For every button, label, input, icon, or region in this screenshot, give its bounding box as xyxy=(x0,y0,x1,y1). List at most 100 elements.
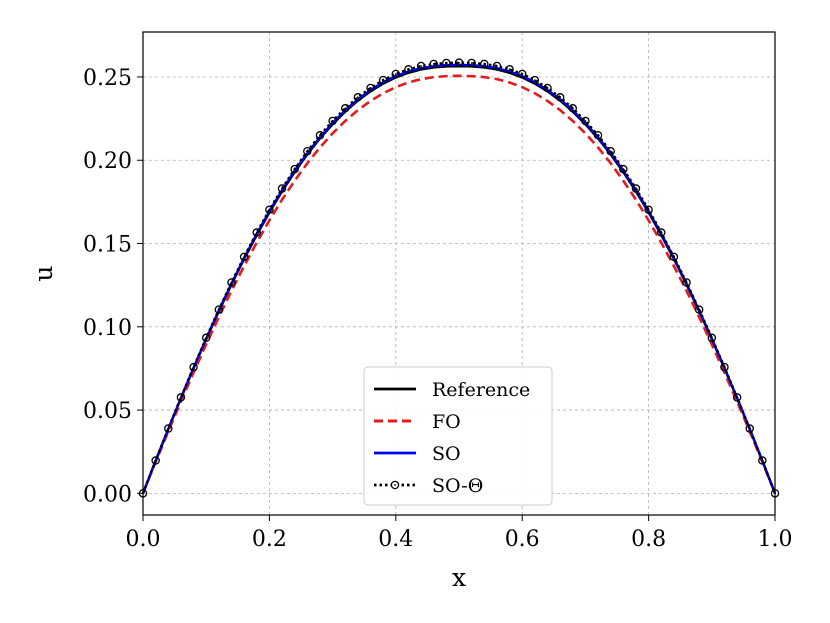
data-point xyxy=(239,252,249,262)
y-axis-label: u xyxy=(29,265,58,281)
legend: Reference FO SO SO-Θ xyxy=(363,366,553,506)
plot-frame xyxy=(142,31,776,516)
data-point-center xyxy=(736,396,738,399)
x-tick-label: 0.2 xyxy=(252,527,287,552)
data-point xyxy=(682,278,691,287)
data-point xyxy=(454,58,464,67)
data-point-center xyxy=(521,73,524,75)
data-point xyxy=(328,116,337,126)
data-point xyxy=(164,424,173,433)
data-point-center xyxy=(344,107,347,110)
x-tick-label: 0.4 xyxy=(378,527,413,552)
data-point xyxy=(732,393,742,402)
data-point xyxy=(176,393,186,402)
data-point xyxy=(391,69,401,79)
data-point xyxy=(366,83,375,93)
data-point-center xyxy=(268,208,271,211)
series-4 xyxy=(138,58,780,498)
data-point xyxy=(619,164,628,174)
data-point-center xyxy=(597,134,599,137)
data-point xyxy=(467,58,476,68)
data-point-center xyxy=(394,73,397,75)
data-point-center xyxy=(496,65,498,67)
plot-series xyxy=(138,58,780,498)
data-point xyxy=(378,75,388,85)
data-point xyxy=(252,228,262,237)
series-line xyxy=(141,61,777,494)
data-point-center xyxy=(622,168,625,170)
data-point-center xyxy=(571,107,574,110)
data-point xyxy=(277,184,287,193)
data-point xyxy=(505,65,514,74)
data-point xyxy=(644,205,653,214)
y-tick-label: 0.00 xyxy=(83,482,132,507)
data-point xyxy=(265,205,274,214)
data-point-center xyxy=(748,427,751,430)
x-tick-label: 0.0 xyxy=(126,527,161,552)
data-point xyxy=(745,424,754,433)
data-point xyxy=(353,93,363,102)
data-point-center xyxy=(710,336,713,339)
data-point-center xyxy=(180,396,182,399)
data-point xyxy=(669,252,679,262)
axis-ticks: 0.0 0.2 0.4 0.6 0.8 1.0 0.00 0.05 0.10 0.15 0.20 0.… xyxy=(83,66,792,552)
data-point-center xyxy=(293,168,296,170)
data-point xyxy=(189,362,198,372)
legend-marker-center xyxy=(394,484,396,486)
legend-box xyxy=(363,366,553,506)
data-point xyxy=(530,75,540,85)
data-point-center xyxy=(154,459,157,462)
data-point-center xyxy=(483,63,486,65)
data-point-center xyxy=(672,255,675,258)
data-point xyxy=(593,131,603,140)
data-point-center xyxy=(546,87,549,89)
data-point-center xyxy=(470,62,473,64)
x-tick-label: 0.6 xyxy=(505,527,540,552)
y-tick-label: 0.05 xyxy=(83,399,132,424)
data-point xyxy=(492,61,502,71)
data-point xyxy=(758,456,767,465)
data-point xyxy=(694,305,704,314)
data-point-center xyxy=(407,68,410,71)
data-point-center xyxy=(723,366,726,369)
data-point-center xyxy=(635,187,637,190)
data-point xyxy=(581,116,590,126)
data-point xyxy=(201,333,211,343)
x-tick-label: 0.8 xyxy=(631,527,666,552)
data-point xyxy=(214,305,224,314)
y-tick-label: 0.20 xyxy=(83,149,132,174)
data-point xyxy=(568,104,578,113)
legend-label: Reference xyxy=(432,379,530,401)
data-point-center xyxy=(230,281,233,284)
data-point-center xyxy=(458,61,460,64)
data-point xyxy=(315,131,325,140)
data-point-center xyxy=(660,231,663,234)
data-point-center xyxy=(192,366,195,369)
data-point-center xyxy=(559,96,562,99)
data-point-center xyxy=(382,79,385,82)
data-point-center xyxy=(698,308,701,311)
data-point-center xyxy=(356,96,359,99)
data-point xyxy=(631,184,641,193)
data-point xyxy=(303,147,312,156)
data-point xyxy=(555,93,565,102)
data-point-center xyxy=(243,255,246,258)
data-point xyxy=(151,456,160,465)
data-point xyxy=(227,278,236,287)
legend-label: SO xyxy=(432,443,461,465)
data-point-center xyxy=(533,79,536,82)
y-tick-label: 0.10 xyxy=(83,316,132,341)
data-point-center xyxy=(584,120,587,122)
data-point-center xyxy=(306,150,309,153)
series-line xyxy=(141,74,777,494)
data-point-center xyxy=(331,120,334,122)
data-point xyxy=(720,362,729,372)
x-axis-label: x xyxy=(452,563,466,592)
data-point-center xyxy=(255,231,258,234)
data-point xyxy=(290,164,299,174)
data-point-center xyxy=(420,65,422,67)
data-point xyxy=(480,59,489,69)
data-point-center xyxy=(432,63,435,65)
data-point-center xyxy=(167,427,170,430)
